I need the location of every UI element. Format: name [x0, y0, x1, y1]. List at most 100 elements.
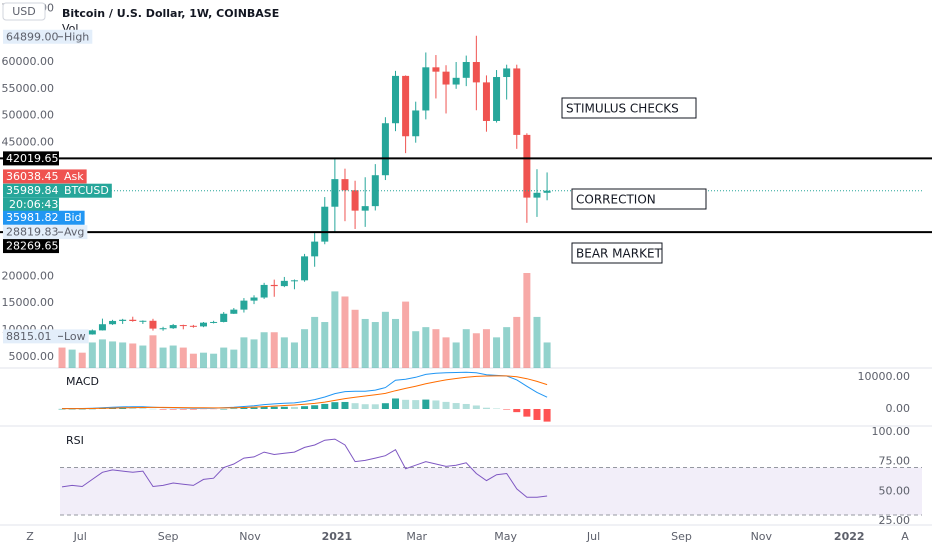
macd-tick-label: 0.00	[886, 402, 911, 415]
macd-histogram-bar	[462, 403, 470, 410]
macd-line	[62, 371, 548, 409]
volume-bar	[58, 347, 66, 368]
volume-bar	[462, 329, 470, 368]
x-tick-label: Jul	[586, 530, 600, 543]
volume-bar	[119, 342, 127, 368]
candle-body	[321, 206, 329, 242]
macd-histogram-bar	[240, 407, 248, 410]
volume-bar	[341, 296, 349, 368]
candle-body	[119, 319, 127, 321]
macd-histogram-bar	[412, 400, 420, 410]
volume-bar	[402, 301, 410, 368]
macd-histogram-bar	[331, 402, 339, 410]
candle-body	[311, 241, 319, 257]
macd-histogram-bar	[260, 406, 268, 410]
candle-body	[412, 110, 420, 137]
macd-histogram-bar	[199, 409, 207, 410]
rsi-tick-label: 50.00	[879, 484, 911, 497]
price-label-value: 35989.84	[6, 184, 59, 197]
macd-histogram-bar	[543, 409, 551, 422]
volume-bar	[210, 353, 218, 368]
macd-histogram-bar	[402, 399, 410, 410]
price-label: 35981.82 Bid	[3, 210, 85, 225]
main-layer	[0, 35, 932, 498]
candle-body	[351, 190, 359, 211]
candle-body	[381, 123, 389, 176]
macd-histogram-bar	[78, 408, 86, 410]
candle-body	[331, 179, 339, 207]
volume-bar	[189, 353, 197, 368]
candle-body	[210, 321, 218, 323]
volume-bar	[422, 327, 430, 368]
macd-histogram-bar	[371, 404, 379, 410]
price-label-countdown: 20:06:43	[9, 198, 58, 211]
x-tick-label: May	[494, 530, 517, 543]
candle-body	[301, 256, 309, 281]
volume-bar	[321, 322, 329, 368]
macd-histogram-bar	[189, 409, 197, 410]
rsi-tick-label: 100.00	[872, 425, 911, 438]
candle-body	[159, 328, 167, 330]
macd-histogram-bar	[452, 403, 460, 410]
volume-bar	[371, 322, 379, 368]
macd-histogram-bar	[230, 408, 238, 410]
candle-body	[361, 206, 369, 211]
volume-bar	[290, 342, 298, 368]
price-label-box	[3, 151, 59, 166]
volume-bar	[68, 349, 76, 368]
macd-histogram-bar	[119, 408, 127, 410]
candle-body	[341, 179, 349, 191]
candle-body	[513, 68, 521, 135]
volume-bar	[199, 352, 207, 368]
macd-histogram-bar	[220, 408, 228, 410]
zoom-button[interactable]: Z	[26, 530, 34, 543]
candle-body	[472, 62, 480, 83]
volume-bar	[98, 339, 106, 368]
volume-bar	[88, 342, 96, 368]
candle-body	[533, 192, 541, 198]
volume-bar	[129, 343, 137, 368]
annotation-text: BEAR MARKET	[576, 247, 663, 261]
volume-bar	[533, 316, 541, 368]
volume-bar	[432, 329, 440, 368]
volume-bar	[109, 341, 117, 368]
price-label: 35989.84 BTCUSD 20:06:43	[3, 183, 112, 212]
price-label-value: 36038.45	[6, 170, 59, 183]
candle-body	[98, 324, 106, 331]
macd-histogram-bar	[311, 405, 319, 410]
price-label-tag: Avg	[64, 226, 84, 239]
auto-button[interactable]: A	[901, 530, 909, 543]
candle-body	[230, 309, 238, 314]
volume-bar	[331, 291, 339, 368]
candle-body	[149, 320, 157, 329]
macd-histogram-bar	[432, 400, 440, 410]
macd-histogram-bar	[392, 398, 400, 410]
macd-histogram-bar	[341, 401, 349, 410]
macd-histogram-bar	[321, 403, 329, 410]
volume-bar	[381, 311, 389, 368]
macd-histogram-bar	[381, 403, 389, 410]
macd-histogram-bar	[472, 405, 480, 410]
volume-bar	[311, 316, 319, 368]
macd-histogram-bar	[493, 408, 501, 410]
candle-body	[179, 325, 187, 327]
macd-histogram-bar	[270, 406, 278, 410]
y-tick-label: 55000.00	[2, 82, 55, 95]
candle-body	[189, 325, 197, 327]
candle-body	[543, 190, 551, 193]
macd-histogram-bar	[58, 408, 66, 410]
x-tick-label: Nov	[239, 530, 261, 543]
overlay-layer: Bitcoin / U.S. Dollar, 1W, COINBASE Vol …	[2, 2, 911, 543]
volume-bar	[301, 329, 309, 368]
y-tick-label: 60000.00	[2, 55, 55, 68]
annotation-box	[571, 242, 663, 264]
price-label-box	[3, 183, 112, 198]
x-tick-label: Nov	[751, 530, 773, 543]
volume-bar	[503, 327, 511, 368]
macd-histogram-bar	[149, 408, 157, 410]
candle-body	[139, 320, 147, 322]
macd-histogram-bar	[422, 399, 430, 410]
